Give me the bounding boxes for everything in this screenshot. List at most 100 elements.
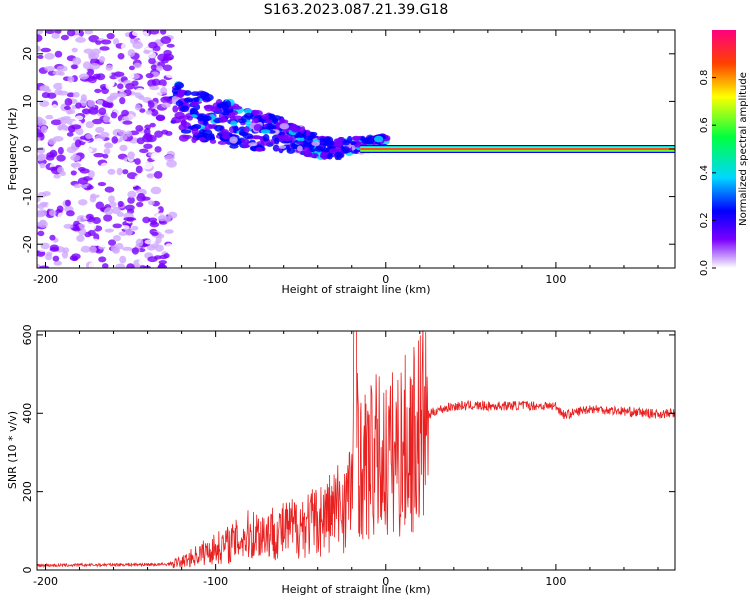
noise-blob [72, 244, 82, 251]
snr-xtick-label: 0 [382, 575, 389, 588]
noise-blob [75, 115, 84, 121]
band-blob [279, 123, 290, 130]
noise-blob [85, 213, 94, 220]
noise-blob [165, 72, 177, 78]
noise-blob [139, 108, 146, 113]
noise-blob [149, 122, 156, 128]
noise-blob [164, 229, 174, 234]
noise-blob [160, 87, 168, 95]
noise-blob [127, 49, 136, 57]
noise-blob [88, 52, 96, 58]
noise-blob [72, 57, 82, 66]
noise-blob [138, 258, 148, 266]
noise-blob [37, 132, 44, 138]
band-blob [221, 103, 229, 111]
snr-ytick-label: 400 [21, 403, 34, 424]
colorbar-tick-label: 0.0 [699, 260, 710, 276]
noise-blob [75, 172, 83, 178]
band-blob [241, 138, 250, 144]
snr-ytick-label: 200 [21, 481, 34, 502]
spec-xtick-label: -200 [33, 273, 58, 286]
snr-xtick-label: 100 [545, 575, 566, 588]
noise-blob [103, 207, 114, 216]
noise-blob [102, 102, 113, 108]
noise-blob [88, 246, 97, 254]
band-blob [342, 139, 350, 146]
noise-blob [70, 162, 81, 168]
noise-blob [155, 65, 163, 71]
noise-blob [63, 223, 74, 229]
noise-blob [43, 175, 52, 182]
band-blob [187, 115, 193, 121]
band-blob [296, 140, 305, 145]
noise-blob [122, 169, 129, 175]
band-blob [229, 115, 236, 122]
noise-blob [45, 114, 54, 120]
noise-blob [151, 231, 159, 236]
noise-blob [131, 30, 141, 37]
noise-blob [54, 50, 63, 58]
noise-blob [105, 142, 112, 148]
band-blob [291, 143, 299, 150]
band-blob [239, 132, 249, 137]
noise-blob [127, 196, 135, 204]
colorbar-tick-label: 0.2 [699, 212, 710, 228]
noise-blob [93, 187, 101, 196]
noise-blob [140, 56, 151, 62]
noise-blob [154, 130, 163, 138]
noise-blob [148, 217, 158, 223]
noise-blob [100, 131, 110, 138]
noise-blob [47, 92, 57, 99]
noise-blob [116, 167, 123, 176]
noise-blob [153, 92, 163, 97]
noise-blob [113, 234, 121, 242]
noise-blob [37, 155, 45, 162]
noise-blob [88, 107, 99, 115]
noise-blob [95, 201, 105, 210]
noise-blob [139, 148, 149, 154]
noise-blob [134, 174, 144, 182]
noise-blob [134, 104, 141, 111]
noise-blob [45, 253, 53, 261]
noise-blob [127, 190, 137, 199]
noise-blob [57, 146, 64, 155]
noise-blob [143, 49, 151, 54]
band-blob [274, 129, 280, 135]
noise-blob [127, 96, 138, 102]
noise-blob [73, 183, 82, 189]
noise-blob [100, 39, 112, 45]
noise-blob [103, 115, 110, 123]
noise-blob [61, 81, 69, 90]
noise-blob [53, 173, 61, 179]
band-blob [334, 141, 342, 149]
noise-blob [75, 127, 84, 136]
snr-xlabel: Height of straight line (km) [281, 583, 430, 596]
noise-blob [90, 141, 99, 149]
colorbar-ticks: 0.0 0.2 0.4 0.6 0.8 [699, 70, 716, 276]
noise-blob [123, 217, 135, 222]
band-blob [180, 105, 189, 113]
band-blob [243, 112, 254, 119]
band-blob [268, 125, 278, 130]
noise-blob [40, 47, 52, 53]
band-blob [190, 91, 200, 97]
band-blob [193, 96, 200, 103]
noise-blob [37, 30, 44, 35]
noise-blob [88, 261, 98, 268]
band-blob [199, 91, 209, 98]
noise-blob [117, 200, 124, 208]
noise-blob [111, 206, 121, 215]
noise-blob [107, 168, 116, 175]
noise-blob [66, 30, 76, 37]
noise-blob [39, 162, 46, 169]
noise-blob [77, 177, 89, 185]
noise-blob [37, 45, 41, 53]
band-blob [183, 97, 193, 103]
noise-blob [105, 64, 113, 71]
noise-blob [99, 239, 107, 245]
noise-blob [37, 146, 46, 154]
noise-blob [51, 32, 60, 39]
noise-blob [158, 79, 167, 87]
noise-blob [131, 247, 139, 255]
